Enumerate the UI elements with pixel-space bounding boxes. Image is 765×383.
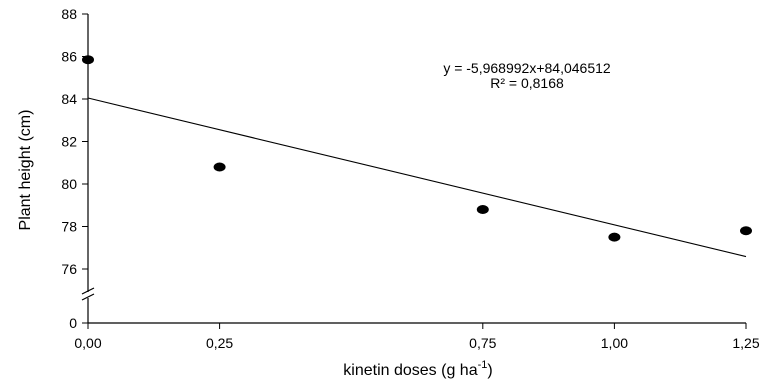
y-tick-label: 86 xyxy=(61,49,77,65)
labels: y = -5,968992x+84,046512 R² = 0,8168 Pla… xyxy=(17,60,611,379)
x-tick-label: 0,25 xyxy=(206,335,233,351)
x-axis-title-main: kinetin doses (g ha xyxy=(343,362,477,379)
data-point xyxy=(82,55,94,65)
r-squared-label: R² = 0,8168 xyxy=(490,75,564,91)
x-tick-label: 1,00 xyxy=(601,335,628,351)
data-points xyxy=(82,55,752,242)
x-tick-label: 1,25 xyxy=(732,335,759,351)
y-tick-label: 82 xyxy=(61,134,77,150)
axes: 76 78 80 82 84 86 88 0 0,00 0,25 0,75 1,00 1,25 xyxy=(61,6,759,351)
y-tick-label: 76 xyxy=(61,261,77,277)
regression-line xyxy=(87,97,747,258)
axis-break-mark xyxy=(81,287,95,295)
regression-equation: y = -5,968992x+84,046512 xyxy=(443,60,611,76)
y-tick-label: 84 xyxy=(61,91,77,107)
x-tick-label: 0,75 xyxy=(469,335,496,351)
data-point xyxy=(740,226,752,236)
y-axis-title: Plant height (cm) xyxy=(17,110,34,231)
y-tick-label: 80 xyxy=(61,176,77,192)
y-tick-label: 78 xyxy=(61,219,77,235)
x-axis-title-end: ) xyxy=(487,362,492,379)
y-tick-label: 88 xyxy=(61,6,77,22)
data-point xyxy=(476,205,489,214)
trendline-group xyxy=(87,97,747,258)
x-axis-title-superscript: -1 xyxy=(478,359,488,371)
axis-break-mark xyxy=(81,293,95,301)
data-point xyxy=(608,232,621,242)
data-point xyxy=(213,162,226,172)
y-tick-label-zero: 0 xyxy=(69,315,77,331)
x-axis-title: kinetin doses (g ha-1) xyxy=(343,359,492,379)
x-tick-label: 0,00 xyxy=(74,335,101,351)
